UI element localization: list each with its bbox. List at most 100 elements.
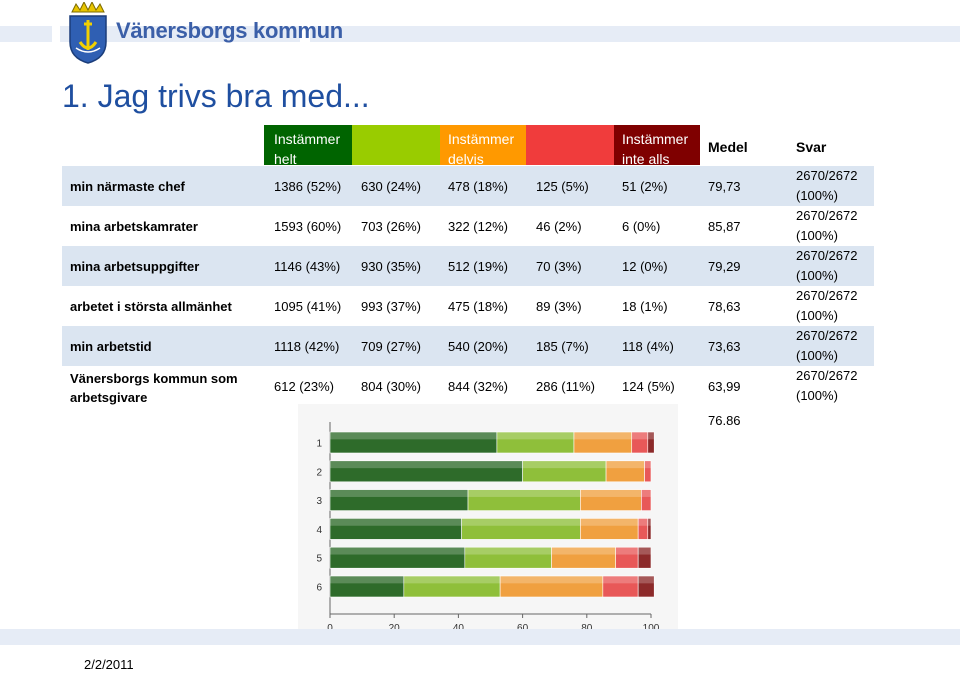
stripe-gap	[52, 26, 60, 42]
cell-level-3: 478 (18%)	[448, 179, 508, 194]
header-level-5: Instämmer inte alls	[614, 125, 700, 167]
cell-level-3: 512 (19%)	[448, 259, 508, 274]
cell-level-3: 540 (20%)	[448, 339, 508, 354]
cell-level-5: 18 (1%)	[622, 299, 668, 314]
y-tick-label: 1	[316, 439, 322, 450]
y-tick-label: 6	[316, 583, 322, 594]
bar-highlight	[644, 460, 651, 469]
cell-level-1: 1146 (43%)	[274, 259, 341, 274]
svar-header: Svar	[796, 139, 827, 155]
cell-level-5: 118 (4%)	[622, 339, 674, 354]
svar-count: 2670/2672	[796, 368, 858, 383]
svar-percent: (100%)	[796, 308, 838, 323]
bar-highlight	[606, 460, 645, 469]
bar-highlight	[647, 518, 651, 526]
header-level-2	[352, 125, 440, 165]
x-tick-label: 40	[453, 623, 465, 634]
row-label: mina arbetskamrater	[70, 219, 198, 234]
bar-highlight	[330, 489, 469, 497]
svar-percent: (100%)	[796, 348, 838, 363]
svar-count: 2670/2672	[796, 328, 858, 343]
cell-level-1: 1118 (42%)	[274, 339, 340, 354]
bar-highlight	[641, 489, 651, 497]
svar-percent: (100%)	[796, 268, 838, 283]
row-label: mina arbetsuppgifter	[70, 259, 200, 274]
bar-highlight	[330, 518, 462, 526]
bar-highlight	[602, 576, 639, 584]
svar-count: 2670/2672	[796, 208, 858, 223]
bar-segment	[637, 575, 655, 598]
cell-level-3: 475 (18%)	[448, 299, 508, 314]
bar-highlight	[647, 432, 655, 440]
bar-highlight	[330, 576, 404, 584]
row-label: min närmaste chef	[70, 179, 185, 194]
svar-count: 2670/2672	[796, 168, 858, 183]
brand-name: Vänersborgs kommun	[116, 18, 343, 43]
row-label: Vänersborgs kommun som arbetsgivare	[70, 371, 238, 405]
cell-medel: 85,87	[708, 219, 741, 234]
bar-highlight	[468, 489, 581, 497]
y-tick-label: 2	[316, 467, 322, 478]
bar-highlight	[464, 547, 552, 555]
cell-level-3: 322 (12%)	[448, 219, 508, 234]
cell-medel: 79,29	[708, 259, 741, 274]
cell-level-1: 1593 (60%)	[274, 219, 342, 234]
bar-highlight	[461, 518, 581, 526]
svar-percent: (100%)	[796, 188, 838, 203]
table-row: mina arbetsuppgifter 1146 (43%) 930 (35%…	[62, 246, 874, 286]
cell-level-2: 703 (26%)	[361, 219, 421, 234]
bar-highlight	[631, 432, 648, 440]
x-tick-label: 20	[389, 623, 401, 634]
row-label: min arbetstid	[70, 339, 152, 354]
bar-highlight	[638, 547, 651, 555]
cell-medel: 78,63	[708, 299, 741, 314]
bar-highlight	[496, 432, 574, 440]
cell-level-2: 993 (37%)	[361, 299, 421, 314]
medel-header: Medel	[708, 139, 748, 155]
bar-highlight	[615, 547, 639, 555]
cell-level-4: 89 (3%)	[536, 299, 582, 314]
cell-svar: 2670/2672 (100%)	[796, 206, 857, 246]
cell-svar: 2670/2672 (100%)	[796, 326, 857, 366]
x-tick-label: 60	[517, 623, 529, 634]
table-row: mina arbetskamrater 1593 (60%) 703 (26%)…	[62, 206, 874, 246]
header-level-3: Instämmer delvis	[440, 125, 526, 167]
bar-highlight	[638, 518, 648, 526]
footer-date: 2/2/2011	[84, 657, 134, 672]
cell-level-4: 185 (7%)	[536, 339, 589, 354]
cell-medel: 63,99	[708, 379, 741, 394]
cell-level-5: 6 (0%)	[622, 219, 661, 234]
cell-level-5: 12 (0%)	[622, 259, 668, 274]
cell-level-5: 124 (5%)	[622, 379, 675, 394]
y-tick-label: 5	[316, 554, 322, 565]
table-row: min närmaste chef 1386 (52%) 630 (24%) 4…	[62, 166, 874, 206]
cell-svar: 2670/2672 (100%)	[796, 166, 857, 206]
cell-medel: 79,73	[708, 179, 741, 194]
svar-percent: (100%)	[796, 388, 838, 403]
cell-level-4: 70 (3%)	[536, 259, 582, 274]
header-level-1-label: Instämmer helt	[274, 131, 341, 167]
header-level-1: Instämmer helt	[264, 125, 352, 167]
svar-count: 2670/2672	[796, 288, 858, 303]
stacked-bar-chart: 123456020406080100	[298, 404, 678, 642]
cell-level-3: 844 (32%)	[448, 379, 508, 394]
top-stripe	[0, 26, 960, 42]
cell-level-2: 630 (24%)	[361, 179, 421, 194]
bar-segment	[647, 518, 652, 540]
bar-highlight	[500, 576, 603, 584]
bar-highlight	[522, 460, 607, 469]
table-row: min arbetstid 1118 (42%) 709 (27%) 540 (…	[62, 326, 874, 366]
bar-highlight	[330, 547, 465, 555]
bar-highlight	[580, 518, 639, 526]
bottom-stripe	[0, 629, 960, 645]
coat-of-arms-logo	[69, 2, 107, 64]
bar-highlight	[403, 576, 501, 584]
cell-svar: 2670/2672 (100%)	[796, 286, 857, 326]
cell-medel: 73,63	[708, 339, 741, 354]
x-tick-label: 100	[643, 623, 660, 634]
cell-level-1: 1386 (52%)	[274, 179, 342, 194]
stripe-gap	[300, 26, 310, 42]
table-row: Vänersborgs kommun som arbetsgivare 612 …	[62, 366, 874, 406]
y-tick-label: 3	[316, 496, 322, 507]
cell-level-2: 709 (27%)	[361, 339, 421, 354]
